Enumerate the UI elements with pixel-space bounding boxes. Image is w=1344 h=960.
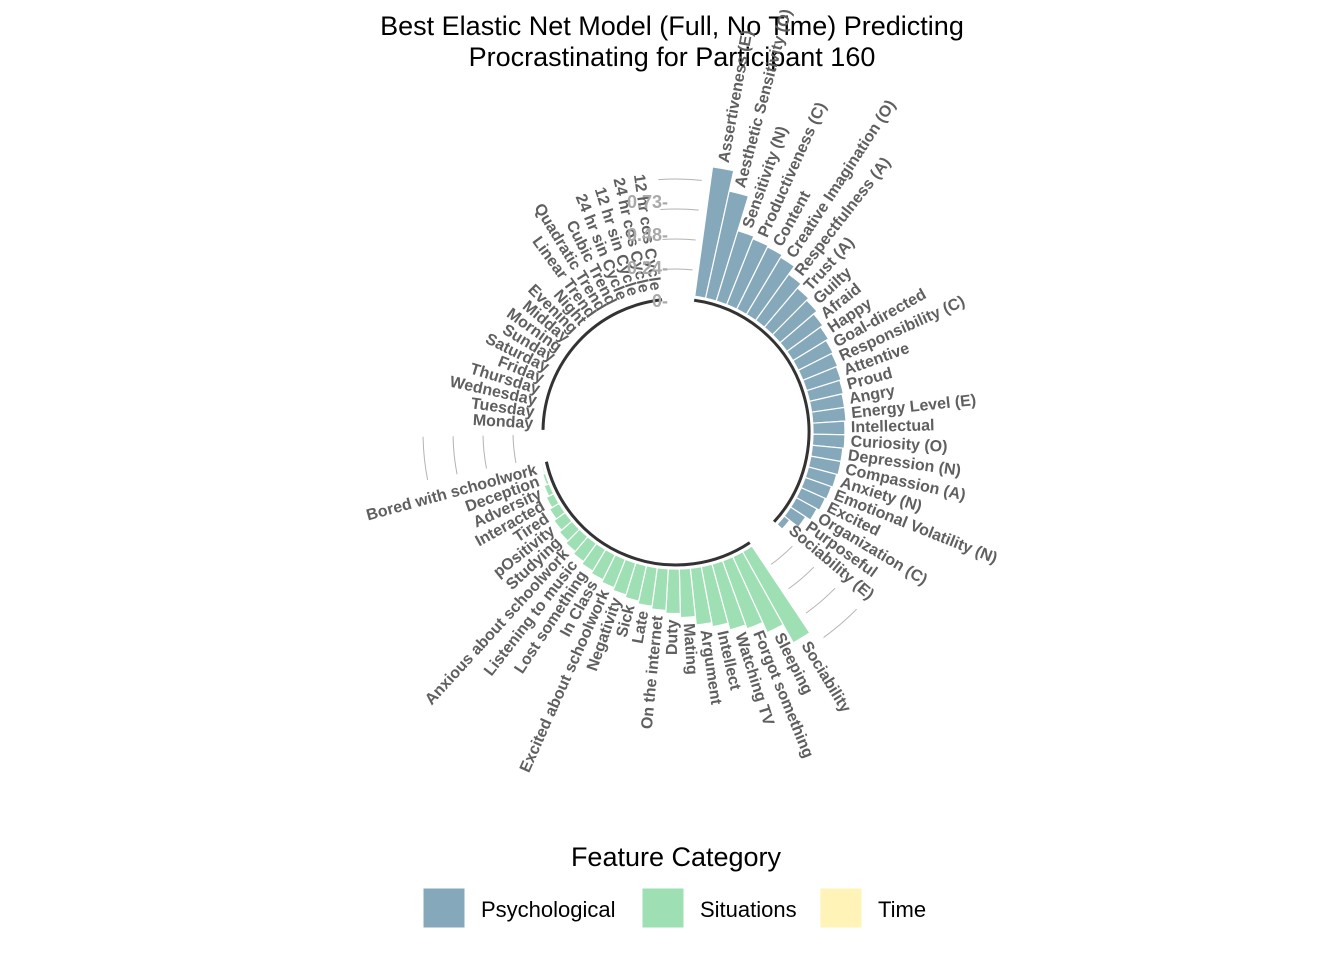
bar-psychological-compassion-a	[807, 455, 842, 476]
bar-situations-listening-to-music	[572, 535, 598, 563]
bar-situations-late	[637, 565, 658, 607]
bar-psychological-excited	[795, 486, 827, 512]
group-baseline-psychological	[693, 298, 811, 523]
bar-situations-positivity	[553, 511, 573, 532]
bar-situations-excited-about-schoolwork	[600, 554, 627, 589]
bar-situations-sociability	[741, 545, 811, 644]
bar-situations-interacted	[545, 492, 560, 509]
radial-tick-3: 0.73-	[627, 192, 668, 212]
legend-label-time: Time	[878, 897, 926, 922]
bar-psychological-goal-directed	[792, 339, 834, 372]
label-mating: Mating	[680, 623, 700, 676]
label-duty: Duty	[664, 619, 682, 655]
radial-tick-0: 0-	[652, 291, 668, 311]
label-monday: Monday	[472, 412, 533, 432]
bar-situations-adversity	[543, 482, 555, 498]
bar-psychological-responsibility-c	[797, 352, 839, 382]
bar-psychological-intellectual	[812, 420, 846, 436]
chart-title-line-1: Best Elastic Net Model (Full, No Time) P…	[380, 11, 964, 41]
bar-psychological-sensitivity-n	[715, 229, 755, 306]
bar-situations-studying	[558, 520, 581, 542]
legend: Feature Category Psychological Situation…	[422, 842, 926, 929]
bar-situations-duty	[665, 568, 682, 615]
bar-psychological-emotional-volatility-n	[800, 476, 833, 500]
legend-swatch-situations	[641, 887, 685, 929]
bar-situations-forgot-something	[721, 555, 764, 630]
gap-guide-arc	[422, 436, 429, 481]
gap-guide-arc	[662, 238, 696, 241]
gap-guide-arc	[452, 436, 458, 475]
bar-situations-intellect	[700, 563, 729, 628]
label-intellectual: Intellectual	[851, 417, 935, 436]
bar-psychological-purposeful	[783, 506, 807, 528]
bar-psychological-assertiveness-e	[694, 166, 735, 299]
legend-title: Feature Category	[571, 842, 782, 872]
bar-psychological-trust-a	[763, 287, 810, 336]
label-late: Late	[630, 610, 653, 645]
bar-situations-on-the-internet	[650, 567, 669, 612]
bar-psychological-curiosity-o	[811, 433, 846, 449]
group-baseline-time	[541, 298, 663, 430]
gap-guide-arc	[512, 435, 517, 463]
bar-psychological-content	[735, 246, 783, 316]
bar-situations-deception	[541, 472, 550, 486]
bar-psychological-attentive	[802, 365, 842, 392]
chart-title-line-2: Procrastinating for Participant 160	[469, 42, 876, 72]
gap-guide-arc	[788, 566, 815, 590]
gap-guide-arc	[664, 268, 693, 271]
legend-swatch-psychological	[422, 887, 466, 929]
legend-label-psychological: Psychological	[481, 897, 616, 922]
bar-psychological-respectfulness-a	[754, 273, 802, 329]
gap-guide-arc	[658, 178, 702, 181]
bar-psychological-creative-imagination-o	[745, 256, 796, 322]
radial-tick-2: 0.48-	[627, 225, 668, 245]
bar-psychological-energy-level-e	[810, 406, 847, 424]
gap-guide-arc	[823, 608, 857, 638]
gap-guide-arc	[805, 587, 836, 614]
bar-situations-negativity	[612, 558, 637, 596]
bar-situations-anxious-about-schoolwork	[564, 528, 589, 553]
bar-situations-sick	[624, 562, 648, 602]
radial-tick-1: 0.24-	[627, 258, 668, 278]
bar-psychological-productiveness-c	[725, 238, 769, 310]
gap-guide-arc	[660, 208, 699, 211]
bar-psychological-proud	[805, 379, 845, 403]
gap-guide-arc	[770, 545, 793, 565]
bar-situations-lost-something	[580, 542, 607, 572]
label-curiosity-o: Curiosity (O)	[850, 433, 948, 455]
group-baseline-situations	[544, 461, 751, 567]
bar-psychological-organization-c	[789, 496, 818, 521]
plot-area: Assertiveness (E)Aesthetic Sensitivity (…	[365, 7, 1000, 775]
legend-label-situations: Situations	[700, 897, 797, 922]
bar-situations-watching-tv	[711, 560, 747, 631]
bar-psychological-sociability-e	[776, 515, 791, 531]
bar-situations-mating	[678, 567, 697, 619]
gap-guide-arc	[482, 435, 487, 469]
legend-swatch-time	[819, 887, 863, 929]
bar-psychological-guilty	[771, 299, 818, 344]
bar-situations-in-class	[590, 548, 617, 581]
bar-situations-sleeping	[731, 550, 784, 634]
bar-psychological-aesthetic-sensitivity-o	[704, 190, 750, 302]
bar-psychological-afraid	[779, 313, 824, 353]
bar-situations-bored-with-schoolwork	[540, 461, 547, 475]
bar-psychological-happy	[786, 326, 830, 362]
bar-situations-argument	[689, 565, 713, 626]
bar-psychological-anxiety-n	[804, 466, 838, 488]
